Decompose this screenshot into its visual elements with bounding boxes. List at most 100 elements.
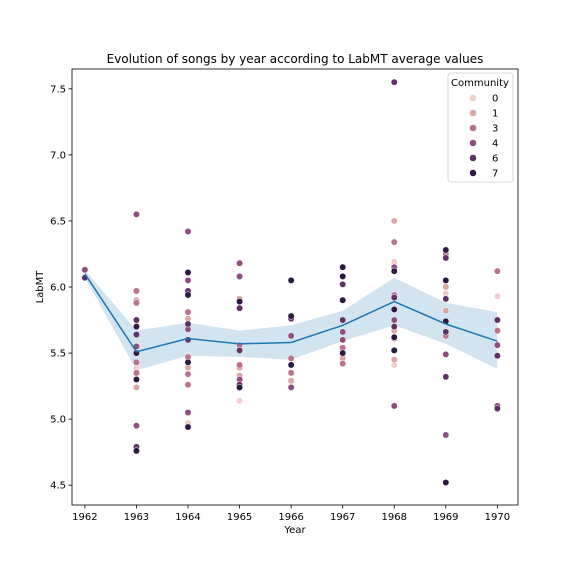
data-point-community-7	[339, 296, 347, 304]
data-point-community-7	[133, 376, 140, 383]
data-point-community-7	[287, 312, 295, 320]
data-point-community-7	[390, 306, 398, 313]
chart-title: Evolution of songs by year according to …	[107, 52, 484, 66]
data-point-community-7	[339, 263, 347, 271]
data-point-community-6	[390, 323, 398, 331]
data-point-community-3	[184, 381, 192, 389]
data-point-community-7	[339, 272, 347, 280]
x-axis: 1962 1963 1964 1965 1966 1967 1968 1969 1970	[72, 505, 510, 523]
x-tick-label: 1966	[278, 512, 303, 523]
legend-marker-3	[469, 124, 477, 132]
data-point-community-3	[133, 369, 140, 377]
data-point-community-3	[390, 238, 398, 246]
legend-label-3: 3	[492, 124, 498, 135]
data-point-community-1	[287, 377, 295, 385]
data-point-community-7	[442, 479, 450, 486]
data-point-community-1	[390, 356, 398, 364]
data-point-community-6	[133, 316, 140, 324]
data-point-community-1	[442, 283, 450, 291]
data-point-community-3	[493, 327, 501, 335]
data-point-community-6	[442, 295, 450, 303]
data-point-community-3	[287, 369, 295, 377]
y-tick-label: 5.5	[50, 349, 66, 360]
data-point-community-4	[339, 328, 347, 336]
data-point-community-7	[133, 323, 140, 331]
data-point-community-7	[287, 276, 295, 284]
data-point-community-4	[184, 409, 192, 416]
y-tick-label: 6.5	[50, 216, 66, 227]
data-point-community-4	[442, 431, 450, 439]
data-point-community-3	[236, 361, 244, 369]
data-point-community-6	[390, 294, 398, 302]
data-point-community-3	[184, 308, 192, 316]
data-point-community-7	[184, 358, 192, 366]
x-tick-label: 1968	[382, 512, 407, 523]
y-tick-label: 6.0	[50, 283, 66, 294]
data-point-community-4	[442, 350, 450, 358]
data-point-community-4	[390, 316, 398, 324]
mean-line-layer	[84, 273, 498, 353]
y-axis: 4.5 5.0 5.5 6.0 6.5 7.0 7.5	[50, 84, 72, 492]
data-point-community-7	[390, 333, 398, 341]
legend-title: Community	[451, 78, 509, 89]
points-layer	[81, 78, 501, 486]
x-axis-label: Year	[283, 525, 306, 536]
data-point-community-1	[390, 217, 398, 225]
data-point-community-4	[133, 422, 140, 430]
data-point-community-6	[339, 316, 347, 324]
data-point-community-7	[390, 267, 398, 275]
data-point-community-4	[493, 341, 501, 349]
data-point-community-4	[236, 272, 244, 280]
data-point-community-3	[133, 299, 140, 307]
data-point-community-0	[236, 397, 244, 405]
legend-marker-7	[469, 169, 477, 177]
data-point-community-6	[493, 316, 501, 324]
legend-label-4: 4	[492, 139, 498, 150]
data-point-community-6	[236, 346, 244, 354]
data-point-community-6	[236, 304, 244, 312]
y-tick-label: 4.5	[50, 481, 66, 492]
data-point-community-7	[184, 291, 192, 299]
data-point-community-3	[133, 358, 140, 366]
data-point-community-6	[339, 280, 347, 288]
data-point-community-4	[287, 383, 295, 391]
data-point-community-4	[184, 276, 192, 284]
data-point-community-7	[236, 383, 244, 391]
x-tick-label: 1970	[485, 512, 510, 523]
data-point-community-4	[133, 210, 140, 218]
data-point-community-7	[287, 361, 295, 369]
x-tick-label: 1969	[433, 512, 458, 523]
data-point-community-7	[339, 349, 347, 357]
legend-marker-1	[469, 109, 477, 117]
data-point-community-6	[133, 331, 140, 339]
plot-area	[81, 78, 501, 486]
data-point-community-4	[81, 266, 89, 274]
data-point-community-4	[390, 402, 398, 410]
data-point-community-6	[442, 254, 450, 262]
data-point-community-7	[442, 276, 450, 284]
legend-marker-0	[469, 94, 477, 102]
y-tick-label: 7.0	[50, 150, 66, 161]
data-point-community-3	[287, 354, 295, 362]
legend-marker-4	[469, 139, 477, 147]
legend-label-0: 0	[492, 94, 498, 105]
y-tick-label: 5.0	[50, 415, 66, 426]
mean-line	[84, 273, 498, 353]
legend-frame	[447, 72, 514, 183]
data-point-community-4	[184, 228, 192, 235]
data-point-community-3	[493, 267, 501, 275]
data-point-community-4	[236, 259, 244, 267]
legend-label-6: 6	[492, 154, 498, 165]
data-point-community-6	[184, 320, 192, 328]
data-point-community-6	[442, 373, 450, 381]
x-tick-label: 1964	[175, 512, 200, 523]
data-point-community-7	[236, 298, 244, 305]
data-point-community-6	[493, 405, 501, 413]
legend-marker-6	[469, 154, 477, 162]
data-point-community-6	[442, 328, 450, 336]
y-axis-label: LabMT	[35, 270, 46, 304]
legend-entries: 0 1 3 4 6 7	[469, 94, 498, 180]
data-point-community-7	[390, 346, 398, 354]
data-point-community-7	[184, 423, 192, 431]
